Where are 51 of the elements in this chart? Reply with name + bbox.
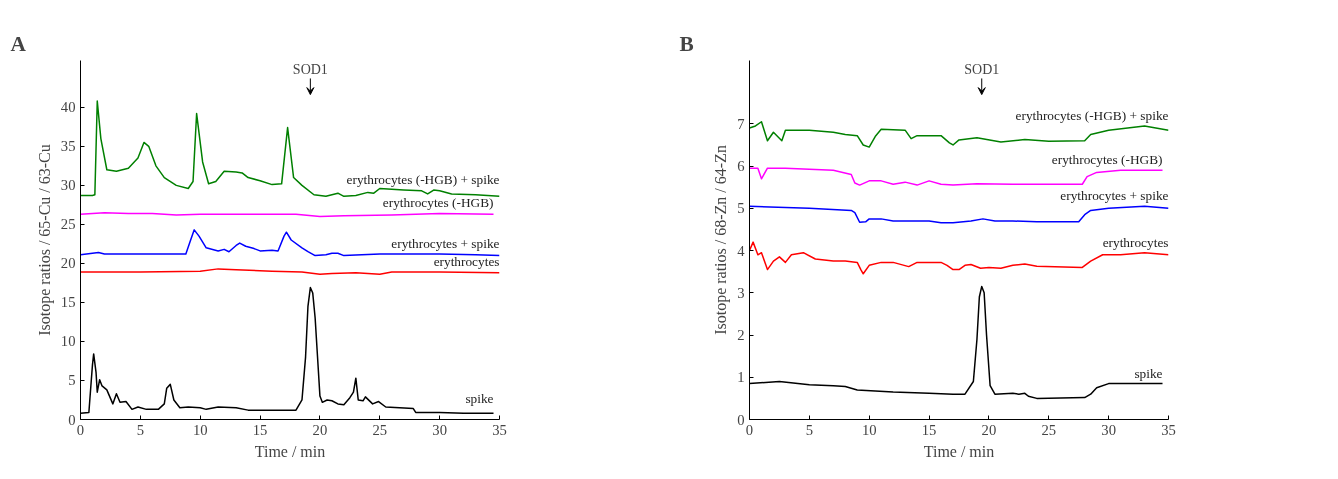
x-tick-label: 5 — [136, 421, 145, 438]
series-label: erythrocytes — [433, 254, 500, 269]
series-label: erythrocytes (-HGB) — [382, 195, 494, 211]
x-tick-label: 35 — [492, 421, 507, 438]
y-tick-label: 1 — [737, 369, 745, 386]
chart-title: B — [679, 31, 694, 56]
x-axis-title: Time / min — [923, 442, 995, 460]
x-tick-label: 10 — [192, 421, 208, 438]
series-label: spike — [1134, 365, 1163, 381]
series-label: erythrocytes — [1102, 234, 1169, 250]
y-tick-label: 4 — [737, 242, 746, 259]
y-tick-label: 3 — [737, 284, 745, 301]
y-axis-title: Isotope ratios / 65-Cu / 63-Cu — [35, 144, 54, 336]
x-tick-label: 5 — [805, 421, 814, 438]
y-tick-label: 25 — [60, 216, 76, 233]
y-tick-label: 10 — [60, 333, 76, 350]
y-tick-label: 7 — [737, 115, 745, 132]
series-label: erythrocytes (-HGB) — [1051, 152, 1163, 168]
y-tick-label: 35 — [60, 138, 76, 155]
x-tick-label: 25 — [1041, 421, 1057, 438]
x-tick-label: 20 — [312, 421, 328, 438]
y-tick-label: 2 — [737, 327, 745, 344]
annotation: SOD1 — [964, 61, 1000, 77]
annotation: SOD1 — [292, 61, 328, 77]
x-tick-label: 20 — [981, 421, 997, 438]
series-label: erythrocytes + spike — [1060, 188, 1169, 204]
series-label: erythrocytes (-HGB) + spike — [1015, 107, 1169, 123]
series-label: erythrocytes + spike — [391, 236, 500, 252]
line-series — [749, 167, 1164, 186]
x-tick-label: 25 — [372, 421, 388, 438]
y-tick-label: 40 — [60, 99, 76, 116]
x-tick-label: 30 — [1101, 421, 1116, 438]
series-label: spike — [465, 390, 494, 406]
y-tick-label: 20 — [60, 255, 76, 272]
chart-title: A — [10, 31, 27, 56]
x-tick-label: 15 — [252, 421, 268, 438]
line-series — [80, 229, 500, 257]
y-tick-label: 5 — [68, 372, 76, 389]
y-axis-title: Isotope ratios / 68-Zn / 64-Zn — [712, 145, 731, 335]
x-tick-label: 10 — [861, 421, 877, 438]
series-label: erythrocytes (-HGB) + spike — [346, 172, 500, 188]
x-axis-title: Time / min — [254, 442, 326, 460]
line-series — [80, 100, 500, 198]
x-tick-label: 30 — [432, 421, 447, 438]
x-tick-label: 35 — [1161, 421, 1176, 438]
y-tick-label: 5 — [737, 200, 745, 217]
y-tick-label: 30 — [60, 177, 76, 194]
x-tick-label: 15 — [921, 421, 937, 438]
y-tick-label: 6 — [737, 158, 745, 175]
line-series — [749, 205, 1169, 224]
y-tick-label: 15 — [60, 294, 76, 311]
